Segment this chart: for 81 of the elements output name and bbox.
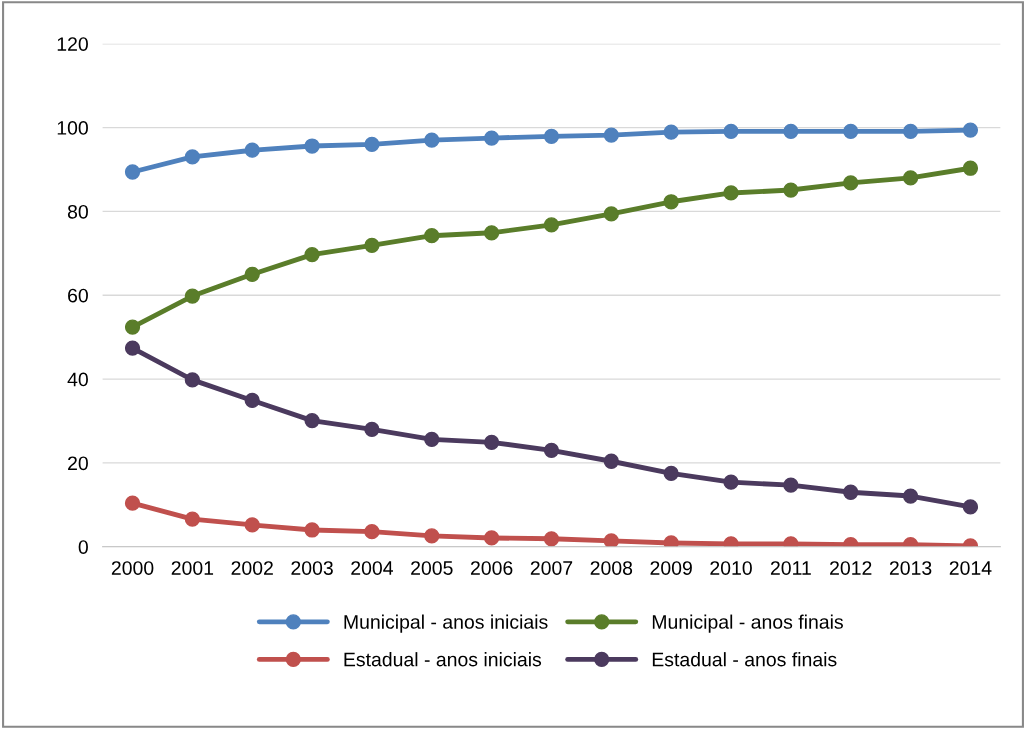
- point: [663, 124, 679, 140]
- x-tick-label: 2005: [411, 561, 453, 575]
- point: [723, 474, 739, 490]
- x-tick-label: 2014: [949, 561, 992, 575]
- point: [783, 182, 799, 198]
- point: [184, 149, 201, 165]
- x-tick-label: 2001: [171, 561, 214, 575]
- y-tick-label: 100: [57, 121, 88, 135]
- point: [543, 128, 560, 145]
- point: [663, 535, 679, 547]
- point: [543, 217, 560, 233]
- point: [424, 431, 440, 448]
- point: [364, 524, 380, 540]
- point: [244, 392, 260, 409]
- point: [543, 531, 560, 547]
- point: [603, 533, 619, 547]
- point: [603, 206, 619, 222]
- legend-label: Municipal - anos finais: [652, 614, 843, 633]
- x-tick-label: 2002: [231, 561, 273, 575]
- x-tick-label: 2009: [650, 561, 692, 575]
- point: [124, 495, 141, 511]
- point: [962, 122, 979, 138]
- x-tick-label: 2003: [291, 561, 333, 575]
- point: [962, 499, 979, 515]
- y-tick-label: 20: [68, 456, 88, 471]
- point: [424, 228, 440, 244]
- point: [124, 164, 141, 180]
- point: [543, 442, 560, 458]
- point: [603, 127, 619, 143]
- point: [364, 237, 380, 254]
- x-tick-label: 2012: [830, 561, 872, 575]
- point: [843, 484, 859, 500]
- point: [424, 528, 440, 544]
- point: [304, 246, 320, 263]
- point: [843, 175, 859, 191]
- point: [723, 123, 739, 139]
- point: [244, 142, 260, 158]
- point: [184, 288, 201, 304]
- point: [364, 136, 380, 152]
- y-tick-label: 80: [67, 204, 88, 219]
- point: [124, 319, 141, 335]
- point: [783, 477, 799, 493]
- point: [483, 130, 500, 146]
- point: [483, 434, 500, 451]
- point: [962, 160, 979, 176]
- point: [663, 194, 679, 210]
- legend-label: Estadual - anos iniciais: [344, 652, 542, 667]
- point: [244, 266, 260, 282]
- point: [483, 530, 500, 546]
- point: [902, 170, 919, 186]
- x-tick-label: 2010: [710, 561, 752, 575]
- point: [364, 421, 380, 438]
- y-tick-label: 40: [67, 372, 88, 387]
- point: [843, 123, 859, 139]
- y-tick-label: 60: [68, 288, 88, 303]
- point: [184, 372, 201, 388]
- point: [483, 225, 500, 241]
- point: [304, 522, 320, 538]
- x-tick-label: 2006: [470, 561, 513, 575]
- point: [783, 123, 799, 139]
- point: [184, 511, 201, 527]
- y-tick-label: 120: [57, 37, 88, 51]
- x-tick-label: 2007: [530, 561, 573, 575]
- point: [902, 123, 919, 139]
- y-tick-label: 0: [78, 540, 88, 554]
- x-tick-label: 2008: [590, 561, 633, 575]
- legend-label: Estadual - anos finais: [652, 652, 837, 667]
- point: [124, 340, 141, 356]
- point: [304, 412, 320, 429]
- x-tick-label: 2011: [770, 561, 811, 575]
- x-tick-label: 2004: [351, 561, 393, 575]
- point: [304, 138, 320, 154]
- point: [244, 517, 260, 533]
- legend-label: Municipal - anos iniciais: [344, 614, 548, 633]
- x-tick-label: 2000: [111, 561, 154, 575]
- point: [723, 185, 739, 201]
- point: [424, 132, 440, 148]
- point: [663, 465, 679, 482]
- point: [902, 488, 919, 504]
- point: [603, 453, 619, 469]
- x-tick-label: 2013: [889, 561, 932, 575]
